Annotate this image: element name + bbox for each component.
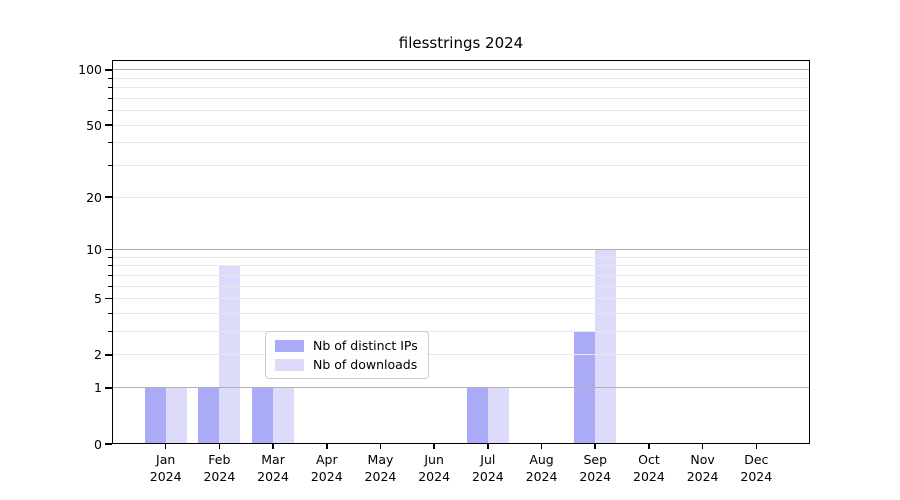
y-minor-tick	[108, 285, 112, 287]
x-tick	[379, 444, 382, 449]
minor-gridline	[112, 97, 810, 99]
y-tick	[105, 69, 112, 71]
x-tick-label: Feb 2024	[203, 452, 236, 484]
x-tick	[487, 444, 489, 449]
bar-nb-of-downloads-jan	[165, 387, 187, 444]
minor-gridline	[112, 298, 810, 300]
x-tick	[701, 444, 704, 449]
y-tick-label: 50	[86, 117, 102, 133]
minor-gridline	[112, 77, 810, 79]
minor-gridline	[112, 142, 810, 144]
x-tick	[218, 444, 221, 449]
x-tick-label: Nov 2024	[686, 452, 719, 484]
minor-gridline	[112, 87, 810, 89]
y-minor-tick	[108, 256, 112, 258]
x-tick	[594, 444, 596, 449]
x-tick-label: May 2024	[364, 452, 397, 484]
minor-gridline	[112, 313, 810, 314]
minor-gridline	[112, 196, 810, 198]
bar-nb-of-downloads-jul	[487, 387, 509, 444]
y-minor-tick	[108, 165, 112, 167]
y-tick-label: 20	[86, 189, 102, 205]
y-tick-label: 100	[78, 62, 102, 78]
bar-nb-of-downloads-sep	[595, 249, 617, 444]
minor-gridline	[112, 285, 810, 287]
legend-label-distinct-ips: Nb of distinct IPs	[313, 338, 418, 353]
bar-nb-of-downloads-mar	[273, 387, 295, 444]
y-tick	[105, 387, 112, 389]
y-tick	[105, 297, 112, 300]
x-tick	[755, 444, 758, 449]
legend-label-downloads: Nb of downloads	[313, 357, 418, 372]
y-minor-tick	[108, 331, 112, 333]
x-tick-label: Oct 2024	[633, 452, 665, 484]
bar-nb-of-distinct-ips-feb	[198, 387, 220, 444]
y-tick	[105, 443, 112, 445]
chart-title: filesstrings 2024	[398, 34, 524, 52]
y-tick-label: 1	[94, 380, 102, 396]
minor-gridline	[112, 274, 810, 276]
x-tick	[540, 444, 543, 449]
y-tick-label: 2	[94, 347, 102, 363]
y-minor-tick	[108, 313, 112, 314]
plot-area: 0 1 2 5 10 20 50 100 Jan 2024 Feb 2024 Mar 2024 Apr…	[78, 60, 810, 484]
x-tick	[164, 444, 167, 449]
major-gridline	[112, 387, 810, 389]
major-gridline	[112, 249, 810, 251]
y-minor-tick	[108, 87, 112, 89]
x-tick	[433, 444, 435, 449]
y-tick-label: 5	[94, 291, 102, 307]
x-tick	[648, 444, 650, 449]
x-tick-label: Jun 2024	[418, 452, 451, 484]
y-tick-label: 10	[86, 242, 102, 258]
y-minor-tick	[108, 110, 112, 112]
x-tick-label: Sep 2024	[579, 452, 612, 484]
y-tick	[105, 124, 112, 126]
x-tick-label: Apr 2024	[310, 452, 343, 484]
y-minor-tick	[108, 274, 112, 276]
legend-swatch-downloads	[275, 358, 304, 371]
major-gridline	[112, 69, 810, 71]
x-tick-label: Dec 2024	[740, 452, 773, 484]
y-tick	[105, 354, 112, 356]
minor-gridline	[112, 256, 810, 258]
x-tick	[326, 444, 328, 449]
x-tick-label: Aug 2024	[525, 452, 558, 484]
y-tick	[105, 196, 112, 198]
minor-gridline	[112, 265, 810, 267]
y-tick-label: 0	[94, 436, 102, 452]
bar-nb-of-distinct-ips-jul	[466, 387, 488, 444]
y-minor-tick	[108, 77, 112, 79]
y-minor-tick	[108, 97, 112, 99]
legend-swatch-distinct-ips	[275, 339, 304, 352]
minor-gridline	[112, 110, 810, 112]
minor-gridline	[112, 124, 810, 126]
y-minor-tick	[108, 142, 112, 144]
bar-nb-of-distinct-ips-mar	[252, 387, 274, 444]
minor-gridline	[112, 165, 810, 167]
minor-gridline	[112, 331, 810, 333]
x-tick	[272, 444, 274, 449]
x-tick-label: Jul 2024	[471, 452, 504, 484]
legend: Nb of distinct IPs Nb of downloads	[265, 331, 429, 379]
x-tick-label: Jan 2024	[149, 452, 182, 484]
bar-nb-of-distinct-ips-jan	[144, 387, 166, 444]
y-minor-tick	[108, 265, 112, 267]
y-tick	[105, 248, 112, 251]
x-tick-label: Mar 2024	[257, 452, 289, 484]
legend-item-downloads: Nb of downloads	[275, 357, 418, 372]
legend-item-distinct-ips: Nb of distinct IPs	[275, 338, 418, 353]
minor-gridline	[112, 354, 810, 356]
